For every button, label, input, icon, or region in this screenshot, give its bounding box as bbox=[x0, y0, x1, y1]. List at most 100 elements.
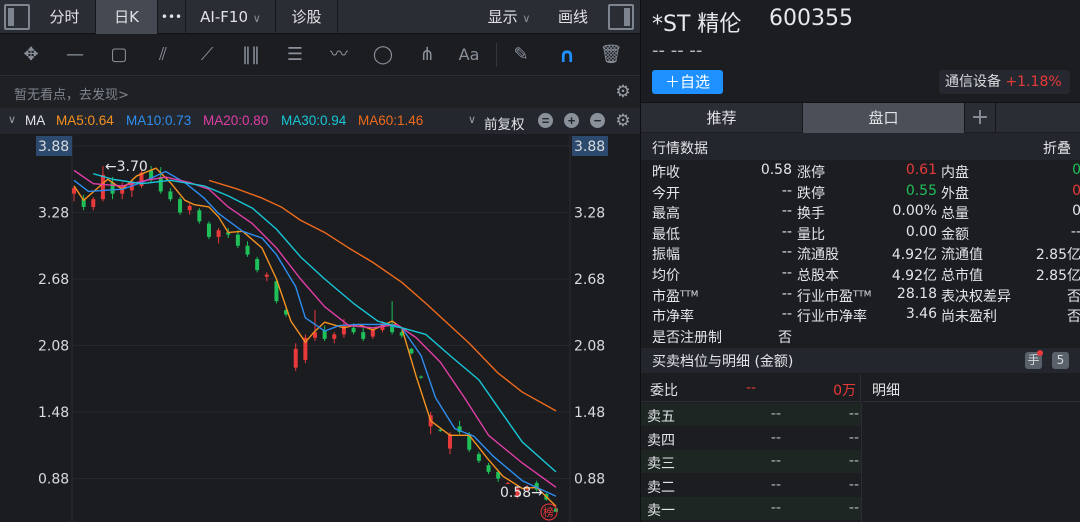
circle-icon[interactable]: ◯ bbox=[372, 44, 394, 65]
candle bbox=[206, 221, 211, 240]
quote-value: -- bbox=[781, 306, 792, 323]
move-icon[interactable]: ✥ bbox=[23, 44, 39, 65]
candle-body bbox=[197, 210, 202, 222]
tab-diagnose[interactable]: 诊股 bbox=[276, 0, 338, 34]
candle-body bbox=[361, 332, 366, 339]
candle-body bbox=[274, 281, 279, 302]
y-tick-label-left: 0.88 bbox=[38, 472, 69, 488]
add-watchlist-button[interactable]: ＋自选 bbox=[652, 70, 723, 94]
sell-level-row[interactable]: 卖二 -- -- bbox=[641, 474, 861, 497]
tab-ai-f10[interactable]: AI-F10 ∨ bbox=[186, 0, 276, 34]
tab-order-book[interactable]: 盘口 bbox=[803, 103, 965, 133]
y-tick-label-left: 3.28 bbox=[38, 206, 69, 222]
candle bbox=[409, 347, 414, 355]
candle bbox=[399, 329, 404, 338]
candle-body bbox=[438, 429, 443, 431]
candle-body bbox=[534, 482, 539, 490]
fan-icon[interactable]: ⫽ bbox=[158, 44, 168, 65]
segment-icon[interactable]: ⟋ bbox=[200, 44, 214, 65]
gear-icon[interactable]: ⚙ bbox=[615, 111, 631, 130]
sell-level-row[interactable]: 卖五 -- -- bbox=[641, 403, 861, 426]
zoom-in-icon[interactable]: + bbox=[564, 113, 579, 128]
candle-body bbox=[313, 332, 317, 338]
chevron-down-icon: ∨ bbox=[252, 12, 261, 25]
candle-body bbox=[419, 376, 424, 378]
chart-panel: 分时 日K ••• AI-F10 ∨ 诊股 显示 ∨ 画线 ✥ — ▢ ⫽ ⟋ … bbox=[0, 0, 640, 522]
period-toolbar: 分时 日K ••• AI-F10 ∨ 诊股 显示 ∨ 画线 bbox=[0, 0, 640, 34]
divider bbox=[861, 402, 862, 522]
left-panel-toggle-icon[interactable] bbox=[4, 4, 30, 30]
candle-body bbox=[390, 325, 395, 333]
candle bbox=[216, 228, 221, 244]
ma-label[interactable]: MA bbox=[25, 113, 46, 128]
draw-button[interactable]: 画线 bbox=[557, 8, 588, 26]
candle-body bbox=[341, 325, 346, 335]
candle bbox=[274, 279, 279, 304]
orderbook-title: 买卖档位与明细 (金额) bbox=[652, 354, 794, 370]
insight-link[interactable]: 暂无看点，去发现> bbox=[14, 88, 129, 103]
ma-line-ma30 bbox=[93, 173, 557, 473]
quote-value: 0.55 bbox=[905, 182, 937, 199]
candle bbox=[81, 194, 86, 211]
y-tick-label-left: 1.48 bbox=[38, 405, 69, 421]
quote-label: 总市值 bbox=[941, 268, 983, 284]
chevron-down-icon[interactable]: ∨ bbox=[468, 114, 477, 126]
right-panel-toggle-icon[interactable] bbox=[608, 4, 634, 30]
order-ratio-row: 委比 -- 0万 bbox=[641, 374, 861, 402]
sell-level-row[interactable]: 卖三 -- -- bbox=[641, 450, 861, 473]
quote-label: 尚未盈利 bbox=[941, 309, 997, 326]
sector-badge[interactable]: 通信设备 +1.18% bbox=[939, 70, 1070, 94]
text-icon[interactable]: Aa bbox=[458, 45, 480, 64]
level-label: 卖三 bbox=[647, 456, 675, 472]
quote-label: 量比 bbox=[797, 226, 825, 243]
candle-body bbox=[303, 337, 308, 360]
quote-label: 流通股 bbox=[797, 247, 839, 264]
gear-icon[interactable]: ⚙ bbox=[615, 82, 631, 102]
chevron-down-icon[interactable]: ∨ bbox=[8, 114, 17, 126]
more-periods-button[interactable]: ••• bbox=[158, 0, 186, 34]
candle bbox=[534, 480, 539, 492]
level-count-button[interactable]: 5 bbox=[1052, 352, 1069, 369]
rank-badge-icon[interactable] bbox=[540, 503, 558, 521]
hand-unit-button[interactable]: 手 bbox=[1025, 352, 1042, 369]
insight-bar: 暂无看点，去发现> ⚙ bbox=[0, 77, 640, 108]
fork-icon[interactable]: ⋔ bbox=[419, 44, 435, 65]
level-label: 卖四 bbox=[647, 432, 675, 449]
quote-value: -- bbox=[781, 182, 792, 199]
y-tick-label-right: 3.28 bbox=[574, 206, 605, 222]
text-grid-icon[interactable]: ☰ bbox=[286, 44, 304, 65]
eraser-icon[interactable]: ✎ bbox=[513, 44, 529, 65]
rect-icon[interactable]: ▢ bbox=[110, 44, 128, 65]
detail-title: 明细 bbox=[872, 383, 900, 399]
tab-daily-k[interactable]: 日K bbox=[96, 0, 158, 34]
ma-line-ma10 bbox=[73, 170, 557, 497]
zoom-out-icon[interactable]: − bbox=[590, 113, 605, 128]
candle bbox=[313, 310, 317, 342]
display-dropdown[interactable]: 显示 ∨ bbox=[472, 0, 546, 34]
adjust-dropdown[interactable]: 前复权 bbox=[484, 117, 525, 132]
quote-label: 市净率 bbox=[652, 309, 694, 326]
wave-icon[interactable]: 〰 bbox=[330, 44, 348, 65]
collapse-indicator-icon[interactable]: = bbox=[538, 113, 553, 128]
quote-label: 流通值 bbox=[941, 247, 983, 264]
collapse-button[interactable]: 折叠 bbox=[1043, 141, 1071, 157]
sell-level-row[interactable]: 卖一 -- -- bbox=[641, 497, 861, 520]
vlines-icon[interactable]: ‖‖ bbox=[242, 44, 260, 65]
candle bbox=[91, 196, 96, 211]
sector-change: +1.18% bbox=[1005, 74, 1062, 90]
candle bbox=[178, 196, 183, 215]
candle bbox=[419, 375, 424, 379]
sell-level-row[interactable]: 卖四 -- -- bbox=[641, 427, 861, 450]
candle-body bbox=[467, 434, 472, 450]
max-price-label: ←3.70 bbox=[105, 159, 148, 175]
candle bbox=[284, 307, 289, 317]
quote-value: 0 bbox=[1072, 162, 1080, 178]
tab-recommend[interactable]: 推荐 bbox=[641, 103, 803, 133]
trash-icon[interactable]: 🗑 bbox=[599, 44, 623, 65]
magnet-icon[interactable]: ∩ bbox=[558, 43, 576, 67]
candle bbox=[361, 327, 366, 342]
kline-chart[interactable]: 3.88 3.88 3.28 3.28 2.68 2.68 2.08 2.08 1.48 1.48… bbox=[0, 135, 640, 522]
add-tab-icon[interactable]: + bbox=[965, 103, 996, 133]
tab-intraday[interactable]: 分时 bbox=[34, 0, 96, 34]
line-icon[interactable]: — bbox=[66, 44, 84, 65]
